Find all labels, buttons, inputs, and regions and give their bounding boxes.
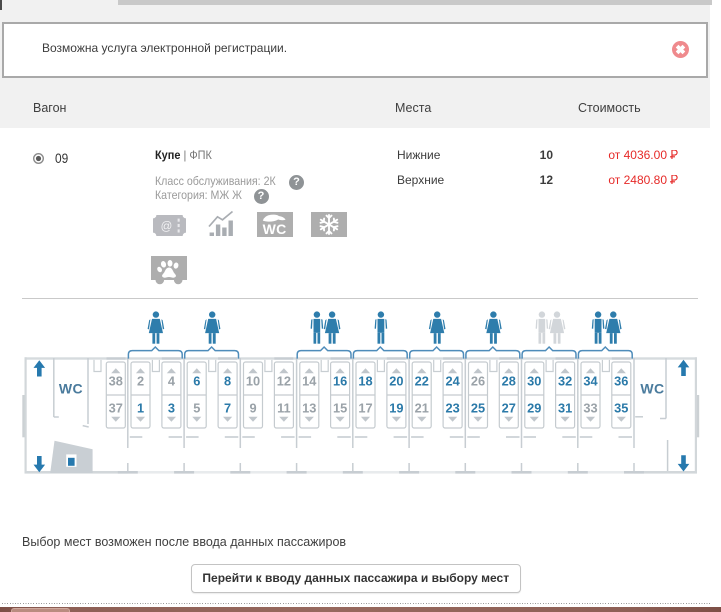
svg-text:25: 25: [471, 400, 485, 415]
svg-text:14: 14: [302, 374, 317, 389]
svg-text:22: 22: [415, 374, 429, 389]
svg-text:6: 6: [193, 374, 200, 389]
svg-text:1: 1: [137, 400, 144, 415]
svg-text:@: @: [161, 221, 173, 233]
svg-text:WC: WC: [640, 381, 664, 397]
svg-text:16: 16: [333, 374, 347, 389]
svg-text:4: 4: [168, 374, 176, 389]
svg-text:19: 19: [389, 400, 403, 415]
svg-text:5: 5: [193, 400, 200, 415]
svg-text:17: 17: [358, 400, 372, 415]
svg-text:29: 29: [527, 400, 541, 415]
svg-text:15: 15: [333, 400, 347, 415]
svg-text:28: 28: [502, 374, 516, 389]
svg-text:27: 27: [502, 400, 516, 415]
svg-text:11: 11: [277, 400, 291, 415]
svg-text:36: 36: [614, 374, 628, 389]
svg-text:33: 33: [583, 400, 597, 415]
svg-text:35: 35: [614, 400, 628, 415]
svg-text:34: 34: [583, 374, 598, 389]
svg-text:7: 7: [224, 400, 231, 415]
svg-text:10: 10: [246, 374, 260, 389]
svg-text:26: 26: [471, 374, 485, 389]
svg-text:37: 37: [109, 400, 123, 415]
svg-text:WC: WC: [59, 381, 83, 397]
svg-text:18: 18: [358, 374, 372, 389]
svg-text:32: 32: [558, 374, 572, 389]
svg-text:WC: WC: [263, 221, 287, 237]
svg-text:12: 12: [277, 374, 291, 389]
svg-text:9: 9: [249, 400, 256, 415]
svg-text:24: 24: [445, 374, 460, 389]
svg-text:30: 30: [527, 374, 541, 389]
svg-text:38: 38: [109, 374, 123, 389]
svg-text:20: 20: [389, 374, 403, 389]
svg-text:23: 23: [445, 400, 459, 415]
svg-text:21: 21: [415, 400, 429, 415]
svg-text:8: 8: [224, 374, 231, 389]
svg-text:3: 3: [168, 400, 175, 415]
svg-text:2: 2: [137, 374, 144, 389]
svg-text:13: 13: [302, 400, 316, 415]
svg-text:31: 31: [558, 400, 572, 415]
